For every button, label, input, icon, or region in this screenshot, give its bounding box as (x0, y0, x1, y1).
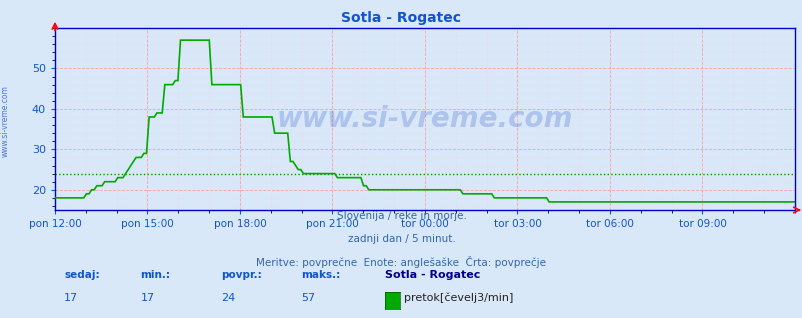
Text: min.:: min.: (140, 270, 170, 280)
Text: www.si-vreme.com: www.si-vreme.com (277, 105, 573, 133)
Text: pretok[čevelj3/min]: pretok[čevelj3/min] (403, 292, 512, 302)
Text: maks.:: maks.: (301, 270, 340, 280)
Text: Sotla - Rogatec: Sotla - Rogatec (341, 11, 461, 25)
Text: 57: 57 (301, 293, 315, 302)
Text: povpr.:: povpr.: (221, 270, 261, 280)
Text: Meritve: povprečne  Enote: anglešaške  Črta: povprečje: Meritve: povprečne Enote: anglešaške Črt… (256, 256, 546, 268)
Text: 17: 17 (140, 293, 155, 302)
Text: zadnji dan / 5 minut.: zadnji dan / 5 minut. (347, 234, 455, 244)
Text: 17: 17 (64, 293, 79, 302)
Text: www.si-vreme.com: www.si-vreme.com (1, 85, 10, 157)
Text: Slovenija / reke in morje.: Slovenija / reke in morje. (336, 211, 466, 221)
Text: 24: 24 (221, 293, 235, 302)
Text: sedaj:: sedaj: (64, 270, 99, 280)
Text: Sotla - Rogatec: Sotla - Rogatec (385, 270, 480, 280)
